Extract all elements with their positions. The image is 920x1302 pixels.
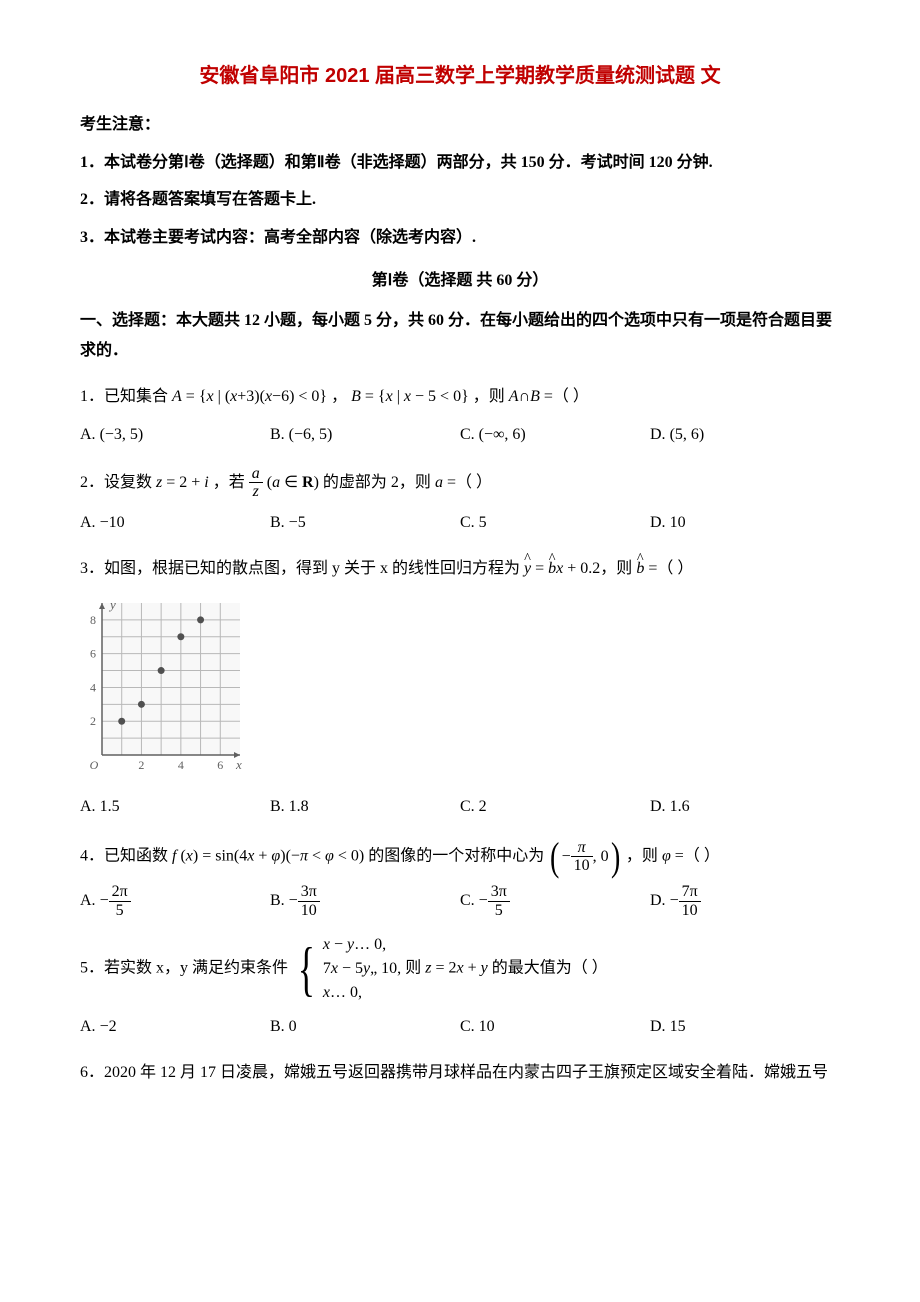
- q3-bhat: b: [548, 553, 556, 585]
- question-4: 4．已知函数 f (x) = sin(4x + φ)(−π < φ < 0) 的…: [80, 837, 840, 919]
- q1-set-A: A: [172, 388, 182, 405]
- q3-opt-A: A. 1.5: [80, 791, 270, 823]
- q4-options: A. −2π5 B. −3π10 C. −3π5 D. −7π10: [80, 883, 840, 919]
- q2-opt-D: D. 10: [650, 507, 840, 539]
- q4-opt-B: B. −3π10: [270, 883, 460, 919]
- note-2: 2．请将各题答案填写在答题卡上.: [80, 187, 840, 213]
- q5-options: A. −2 B. 0 C. 10 D. 15: [80, 1011, 840, 1043]
- q2-mid1: ，若: [213, 474, 249, 491]
- q1-post: ，则 A∩B =（ ）: [473, 388, 589, 405]
- exam-title: 安徽省阜阳市 2021 届高三数学上学期教学质量统测试题 文: [80, 60, 840, 92]
- svg-text:y: y: [108, 597, 116, 612]
- q6-stem: 6．2020 年 12 月 17 日凌晨，嫦娥五号返回器携带月球样品在内蒙古四子…: [80, 1064, 828, 1081]
- q4-stem-pre: 4．已知函数: [80, 848, 172, 865]
- svg-text:x: x: [235, 757, 242, 772]
- note-3: 3．本试卷主要考试内容：高考全部内容（除选考内容）.: [80, 225, 840, 251]
- question-1: 1．已知集合 A = {x | (x+3)(x−6) < 0} ， B = {x…: [80, 381, 840, 451]
- question-3: 3．如图，根据已知的散点图，得到 y 关于 x 的线性回归方程为 y = bx …: [80, 553, 840, 823]
- section-header: 第Ⅰ卷（选择题 共 60 分）: [80, 268, 840, 294]
- question-5: 5．若实数 x，y 满足约束条件 { x − y… 0, 7x − 5y„ 10…: [80, 933, 840, 1043]
- question-2: 2．设复数 z = 2 + i ，若 az (a ∈ R) 的虚部为 2，则 a…: [80, 465, 840, 539]
- q3-scatter-plot: 2 4 6 2 4 6 8 Ox y: [80, 593, 840, 785]
- q1-set-B: B: [351, 388, 361, 405]
- section-instructions: 一、选择题：本大题共 12 小题，每小题 5 分，共 60 分．在每小题给出的四…: [80, 306, 840, 367]
- q3-opt-C: C. 2: [460, 791, 650, 823]
- q1-opt-B: B. (−6, 5): [270, 419, 460, 451]
- svg-text:4: 4: [90, 680, 96, 694]
- question-6: 6．2020 年 12 月 17 日凌晨，嫦娥五号返回器携带月球样品在内蒙古四子…: [80, 1057, 840, 1089]
- q2-opt-A: A. −10: [80, 507, 270, 539]
- q4-opt-C: C. −3π5: [460, 883, 650, 919]
- note-1: 1．本试卷分第Ⅰ卷（选择题）和第Ⅱ卷（非选择题）两部分，共 150 分．考试时间…: [80, 150, 840, 176]
- svg-text:8: 8: [90, 613, 96, 627]
- notice-heading: 考生注意：: [80, 112, 840, 138]
- q3-yhat: y: [524, 553, 531, 585]
- q3-opt-B: B. 1.8: [270, 791, 460, 823]
- q4-center-point: ( −π10, 0 ): [548, 837, 622, 877]
- q5-opt-D: D. 15: [650, 1011, 840, 1043]
- q3-options: A. 1.5 B. 1.8 C. 2 D. 1.6: [80, 791, 840, 823]
- q4-opt-A: A. −2π5: [80, 883, 270, 919]
- q1-opt-D: D. (5, 6): [650, 419, 840, 451]
- q5-constraints: { x − y… 0, 7x − 5y„ 10, x… 0,: [292, 933, 401, 1005]
- q1-stem-pre: 1．已知集合: [80, 388, 172, 405]
- svg-text:2: 2: [138, 758, 144, 772]
- svg-text:O: O: [90, 758, 99, 772]
- q1-options: A. (−3, 5) B. (−6, 5) C. (−∞, 6) D. (5, …: [80, 419, 840, 451]
- q4-opt-D: D. −7π10: [650, 883, 840, 919]
- q3-bhat2: b: [636, 553, 644, 585]
- q1-between: ，: [331, 388, 347, 405]
- q2-frac: az: [249, 465, 263, 501]
- q3-stem: 3．如图，根据已知的散点图，得到 y 关于 x 的线性回归方程为: [80, 560, 524, 577]
- q5-stem-pre: 5．若实数 x，y 满足约束条件: [80, 960, 292, 977]
- svg-text:6: 6: [217, 758, 223, 772]
- q2-stem-pre: 2．设复数: [80, 474, 156, 491]
- q2-opt-B: B. −5: [270, 507, 460, 539]
- q5-opt-C: C. 10: [460, 1011, 650, 1043]
- q5-opt-B: B. 0: [270, 1011, 460, 1043]
- q2-options: A. −10 B. −5 C. 5 D. 10: [80, 507, 840, 539]
- scatter-svg: 2 4 6 2 4 6 8 Ox y: [80, 593, 250, 773]
- svg-text:4: 4: [178, 758, 184, 772]
- q2-opt-C: C. 5: [460, 507, 650, 539]
- q5-opt-A: A. −2: [80, 1011, 270, 1043]
- q1-opt-C: C. (−∞, 6): [460, 419, 650, 451]
- svg-text:6: 6: [90, 647, 96, 661]
- q3-opt-D: D. 1.6: [650, 791, 840, 823]
- q1-opt-A: A. (−3, 5): [80, 419, 270, 451]
- svg-text:2: 2: [90, 714, 96, 728]
